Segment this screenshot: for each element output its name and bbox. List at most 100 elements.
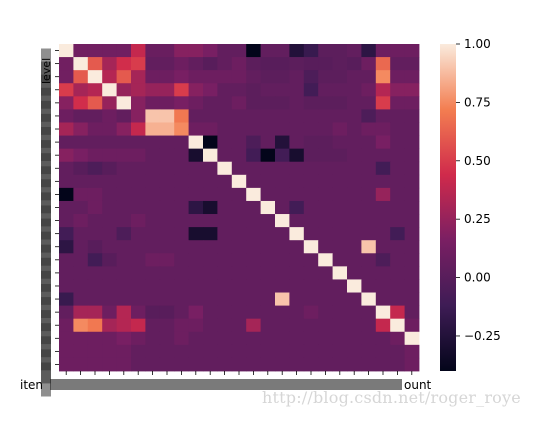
heatmap-cell xyxy=(73,83,89,97)
heatmap-cell xyxy=(303,187,319,202)
heatmap-cell xyxy=(231,109,247,123)
heatmap-cell xyxy=(102,357,117,372)
heatmap-cell xyxy=(231,174,247,189)
heatmap-cell xyxy=(404,83,420,97)
heatmap-cell xyxy=(188,266,204,280)
heatmap-cell xyxy=(217,200,233,215)
heatmap-cell xyxy=(116,44,132,58)
heatmap-cell xyxy=(102,96,117,110)
heatmap-cell xyxy=(188,279,204,293)
heatmap-cell xyxy=(131,292,146,306)
heatmap-cell xyxy=(59,148,74,163)
heatmap-cell xyxy=(188,318,204,333)
heatmap-cell xyxy=(303,148,319,163)
heatmap-cell xyxy=(375,318,391,333)
heatmap-cell xyxy=(102,135,117,150)
heatmap-cell xyxy=(203,44,218,58)
heatmap-cell xyxy=(203,174,218,189)
heatmap-cell xyxy=(260,161,276,176)
heatmap-cell xyxy=(59,344,74,359)
heatmap-cell xyxy=(404,122,420,136)
heatmap-cell xyxy=(231,253,247,267)
heatmap-cell xyxy=(217,318,233,333)
heatmap-cell xyxy=(131,83,146,97)
heatmap-cell xyxy=(102,57,117,71)
heatmap-cell xyxy=(375,70,391,84)
heatmap-cell xyxy=(231,214,247,228)
heatmap-cell xyxy=(87,279,103,293)
heatmap-cell xyxy=(260,214,276,228)
heatmap-cell xyxy=(116,200,132,215)
heatmap-cell xyxy=(318,83,333,97)
heatmap-cell xyxy=(404,318,420,333)
heatmap-cell xyxy=(289,344,305,359)
heatmap-cell xyxy=(260,357,276,372)
heatmap-cell xyxy=(217,174,233,189)
heatmap-cell xyxy=(188,109,204,123)
heatmap-cell xyxy=(303,344,319,359)
heatmap-cell xyxy=(87,240,103,254)
heatmap-cell xyxy=(260,318,276,333)
heatmap-cell xyxy=(174,187,189,202)
heatmap-cell xyxy=(59,266,74,280)
heatmap-cell xyxy=(188,83,204,97)
heatmap-cell xyxy=(246,44,261,58)
heatmap-cell xyxy=(361,44,377,58)
heatmap-cell xyxy=(303,318,319,333)
heatmap-cell xyxy=(260,344,276,359)
heatmap-cell xyxy=(375,187,391,202)
heatmap-cell xyxy=(159,266,175,280)
heatmap-cell xyxy=(275,253,290,267)
heatmap-cell xyxy=(318,122,333,136)
heatmap-cell xyxy=(289,70,305,84)
heatmap-cell xyxy=(145,174,161,189)
y-tick-label xyxy=(41,362,51,397)
heatmap-cell xyxy=(390,253,405,267)
heatmap-cells xyxy=(59,44,420,372)
heatmap-cell xyxy=(87,122,103,136)
heatmap-cell xyxy=(203,344,218,359)
heatmap-cell xyxy=(131,70,146,84)
heatmap-cell xyxy=(318,174,333,189)
heatmap-cell xyxy=(174,227,189,241)
heatmap-cell xyxy=(361,227,377,241)
heatmap-cell xyxy=(145,292,161,306)
heatmap-cell xyxy=(289,305,305,320)
heatmap-cell xyxy=(361,240,377,254)
heatmap-cell xyxy=(275,122,290,136)
heatmap-cell xyxy=(131,57,146,71)
heatmap-cell xyxy=(73,70,89,84)
heatmap-cell xyxy=(231,200,247,215)
heatmap-cell xyxy=(188,57,204,71)
heatmap-cell xyxy=(260,57,276,71)
heatmap-cell xyxy=(347,122,362,136)
heatmap-cell xyxy=(375,253,391,267)
heatmap-cell xyxy=(59,70,74,84)
heatmap-cell xyxy=(404,44,420,58)
heatmap-cell xyxy=(131,161,146,176)
heatmap-cell xyxy=(390,344,405,359)
heatmap-cell xyxy=(116,148,132,163)
heatmap-cell xyxy=(131,305,146,320)
heatmap-cell xyxy=(217,266,233,280)
heatmap-cell xyxy=(375,331,391,346)
heatmap-cell xyxy=(260,292,276,306)
heatmap-cell xyxy=(318,318,333,333)
heatmap-cell xyxy=(390,187,405,202)
heatmap-cell xyxy=(303,174,319,189)
heatmap-cell xyxy=(174,279,189,293)
heatmap-cell xyxy=(203,357,218,372)
heatmap-cell xyxy=(318,200,333,215)
heatmap-cell xyxy=(159,96,175,110)
heatmap-cell xyxy=(145,214,161,228)
heatmap-cell xyxy=(303,96,319,110)
heatmap-cell xyxy=(303,266,319,280)
heatmap-cell xyxy=(203,57,218,71)
heatmap-cell xyxy=(73,357,89,372)
heatmap-cell xyxy=(188,214,204,228)
heatmap-cell xyxy=(87,344,103,359)
heatmap-cell xyxy=(87,148,103,163)
heatmap-cell xyxy=(231,135,247,150)
heatmap-cell xyxy=(303,253,319,267)
heatmap-cell xyxy=(246,148,261,163)
